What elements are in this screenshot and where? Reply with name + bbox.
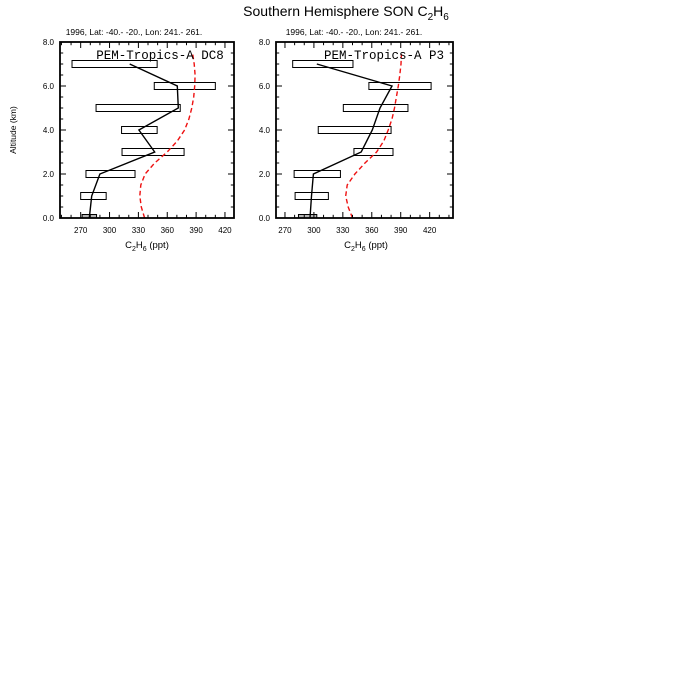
observed-mean-profile <box>88 63 180 218</box>
figure-title-h: H <box>433 3 444 19</box>
x-tick-label: 390 <box>394 226 408 235</box>
model-profile <box>139 53 196 218</box>
range-box-6km <box>368 82 432 90</box>
y-tick-label: 8.0 <box>43 38 55 47</box>
p3-plot-subtitle: 1996, Lat: -40.- -20., Lon: 241.- 261. <box>285 27 423 37</box>
y-tick-label: 6.0 <box>43 82 55 91</box>
x-label-sub2: 2 <box>351 245 355 253</box>
range-box-4km <box>121 126 158 134</box>
dc8-plot-label: PEM-Tropics-A DC8 <box>96 49 224 63</box>
p3-plot-label: PEM-Tropics-A P3 <box>323 49 445 63</box>
x-label-sub6: 6 <box>361 245 366 253</box>
x-tick-label: 330 <box>132 226 146 235</box>
range-box-3km <box>121 148 185 156</box>
x-label-c: C <box>344 240 351 251</box>
p3-plot: 270 300 330 360 390 420 0.0 2.0 4.0 6.0 8.0 <box>259 38 454 235</box>
y-tick-label: 0.0 <box>43 214 55 223</box>
x-tick-label: 270 <box>74 226 88 235</box>
x-label-sub6: 6 <box>142 245 147 253</box>
figure-title-sub6: 6 <box>443 11 449 23</box>
x-label-unit: (ppt) <box>365 240 388 251</box>
range-box-1km <box>80 192 107 200</box>
model-profile <box>344 54 403 218</box>
x-label-unit: (ppt) <box>146 240 169 251</box>
x-tick-label: 270 <box>278 226 292 235</box>
x-label-h: H <box>135 240 143 251</box>
range-box-5km <box>342 104 409 112</box>
x-label-sub2: 2 <box>132 245 136 253</box>
y-tick-label: 4.0 <box>259 126 271 135</box>
x-tick-label: 420 <box>423 226 437 235</box>
altitude-axis-label: Altitude (km) <box>8 106 18 154</box>
x-label-h: H <box>354 240 362 251</box>
x-tick-label: 300 <box>307 226 321 235</box>
x-label-c: C <box>125 240 132 251</box>
p3-x-axis-label: C2H6 (ppt) <box>306 240 426 253</box>
y-tick-label: 0.0 <box>259 214 271 223</box>
y-tick-label: 2.0 <box>259 170 271 179</box>
x-tick-label: 360 <box>161 226 175 235</box>
x-tick-label: 390 <box>189 226 203 235</box>
plot-frame <box>275 41 454 219</box>
x-tick-label: 420 <box>218 226 232 235</box>
plot-frame <box>59 41 235 219</box>
y-tick-label: 2.0 <box>43 170 55 179</box>
y-tick-label: 4.0 <box>43 126 55 135</box>
dc8-plot: 270 300 330 360 390 420 0.0 2.0 4.0 6.0 8.0 <box>43 38 235 235</box>
range-box-2km <box>293 170 341 178</box>
figure-title-text: Southern Hemisphere SON C <box>243 3 428 19</box>
x-tick-label: 330 <box>336 226 350 235</box>
observed-mean-profile <box>309 63 394 218</box>
x-tick-label: 360 <box>365 226 379 235</box>
range-box-6km <box>153 82 216 90</box>
range-box-2km <box>85 170 136 178</box>
y-tick-label: 8.0 <box>259 38 271 47</box>
range-box-4km <box>317 126 392 134</box>
figure-title-sub2: 2 <box>427 11 434 23</box>
figure-title: Southern Hemisphere SON C2H6 <box>196 3 496 23</box>
range-box-7km <box>71 60 158 68</box>
range-box-7km <box>292 60 354 68</box>
range-box-0km <box>297 214 318 218</box>
dc8-plot-subtitle: 1996, Lat: -40.- -20., Lon: 241.- 261. <box>65 27 203 37</box>
y-tick-label: 6.0 <box>259 82 271 91</box>
x-tick-label: 300 <box>103 226 117 235</box>
range-box-5km <box>95 104 181 112</box>
dc8-x-axis-label: C2H6 (ppt) <box>87 240 207 253</box>
